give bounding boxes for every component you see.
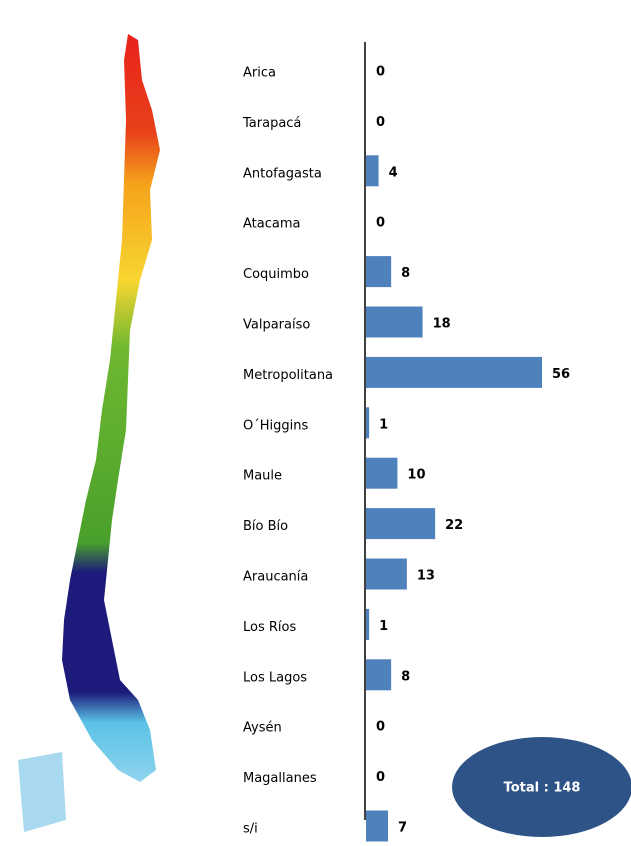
value-label: 0 [376, 720, 385, 735]
category-label: Los Ríos [243, 620, 296, 635]
value-label: 22 [445, 518, 463, 533]
value-label: 8 [401, 266, 410, 281]
category-label: Aysén [243, 721, 282, 736]
category-label: Arica [243, 66, 276, 81]
value-label: 18 [433, 317, 451, 332]
value-label: 0 [376, 65, 385, 80]
value-label: 0 [376, 115, 385, 130]
value-label: 13 [417, 569, 435, 584]
value-label: 56 [552, 367, 570, 382]
value-label: 1 [379, 417, 388, 432]
bar [366, 356, 542, 388]
value-label: 1 [379, 619, 388, 634]
value-label: 10 [407, 468, 425, 483]
category-label: Metropolitana [243, 368, 333, 383]
value-label: 0 [376, 216, 385, 231]
value-label: 7 [398, 821, 407, 836]
category-label: Tarapacá [242, 116, 301, 131]
bar [366, 457, 398, 489]
total-badge [452, 737, 631, 837]
category-label: s/i [243, 822, 258, 837]
category-label: Antofagasta [243, 166, 322, 181]
map [18, 34, 160, 832]
category-label: Magallanes [243, 771, 317, 786]
category-label: Atacama [243, 217, 300, 232]
bar [366, 407, 370, 439]
bar [366, 256, 392, 288]
total-label: Total : 148 [504, 781, 581, 796]
value-label: 8 [401, 669, 410, 684]
bar [366, 306, 423, 338]
category-label: O´Higgins [243, 418, 308, 433]
value-label: 0 [376, 770, 385, 785]
bar [366, 810, 388, 842]
bar [366, 608, 370, 640]
bar [366, 659, 392, 691]
category-label: Coquimbo [243, 267, 309, 282]
category-label: Valparaíso [243, 318, 310, 333]
category-label: Los Lagos [243, 670, 307, 685]
category-label: Maule [243, 469, 282, 484]
bar [366, 558, 407, 590]
bar [366, 508, 436, 540]
value-label: 4 [389, 165, 398, 180]
bar [366, 155, 379, 187]
category-label: Bío Bío [243, 519, 288, 534]
category-label: Araucanía [243, 570, 308, 585]
